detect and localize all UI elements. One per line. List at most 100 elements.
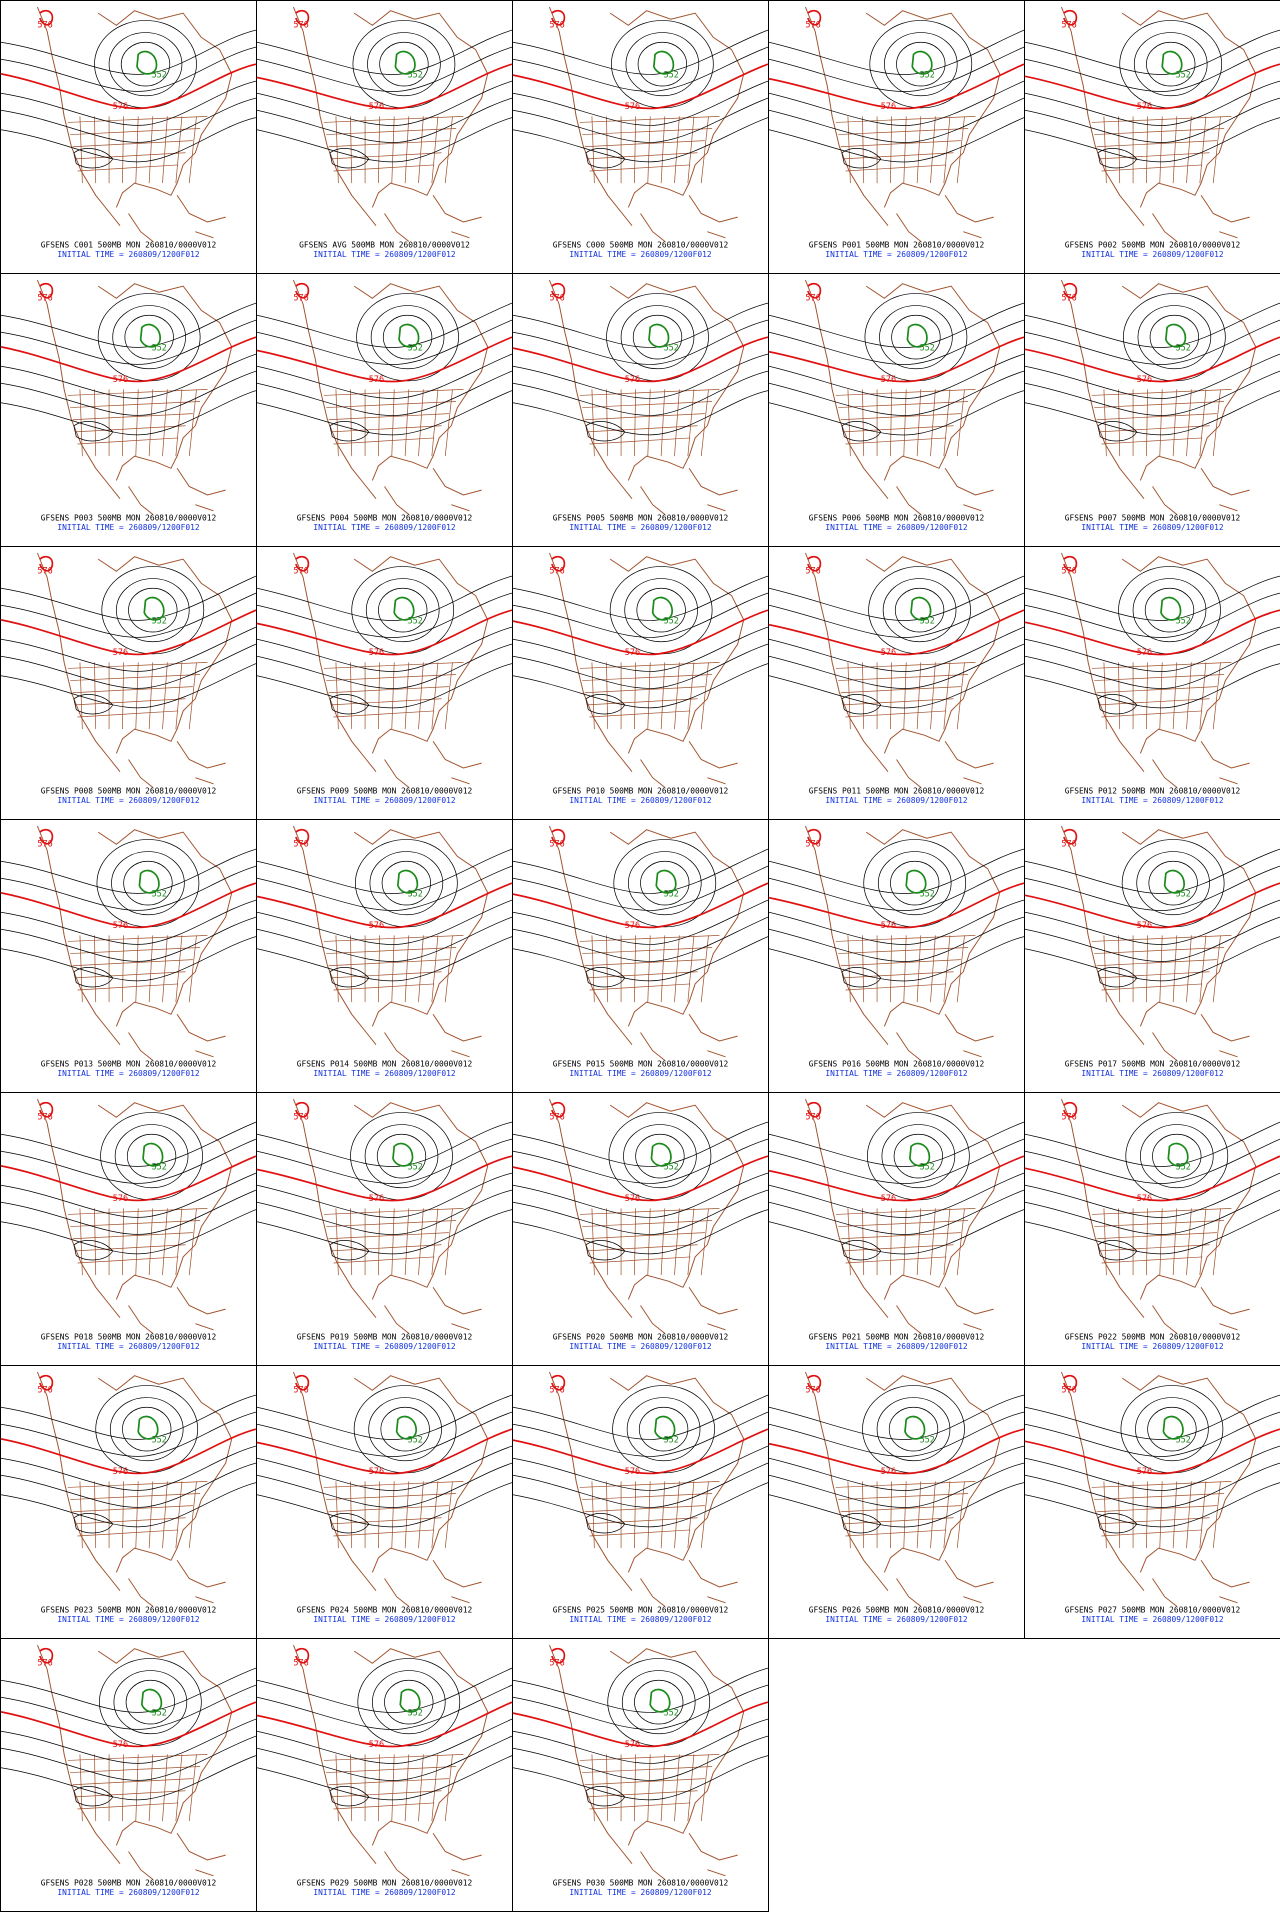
height-contour xyxy=(73,1513,114,1534)
height-contour xyxy=(513,848,768,894)
panel-title: GFSENS P002 500MB MON 260810/0000V012 xyxy=(1065,241,1241,250)
initial-time: INITIAL TIME = 260809/1200F012 xyxy=(569,796,711,805)
border-line xyxy=(843,425,954,433)
height-contour xyxy=(123,860,173,906)
contour-576 xyxy=(295,1374,310,1391)
coastline xyxy=(640,1560,738,1607)
border-line xyxy=(1159,662,1163,730)
border-line xyxy=(350,662,353,730)
coastline xyxy=(353,829,489,1027)
border-line xyxy=(606,1208,609,1276)
coastline xyxy=(804,552,889,772)
contour-label: 576 xyxy=(37,1659,52,1669)
border-line xyxy=(674,1481,680,1549)
border-line xyxy=(331,1790,442,1798)
border-line xyxy=(687,1481,695,1549)
border-line xyxy=(162,1754,168,1822)
contour-label: 576 xyxy=(881,921,896,931)
height-contour xyxy=(769,1138,1024,1184)
border-line xyxy=(67,115,208,123)
border-line xyxy=(1118,1208,1121,1276)
panel-title: GFSENS P003 500MB MON 260810/0000V012 xyxy=(41,514,217,523)
border-line xyxy=(903,1481,907,1549)
contour-label: 576 xyxy=(805,840,820,850)
coastline xyxy=(97,1102,233,1300)
contour-576 xyxy=(295,9,310,26)
border-line xyxy=(838,128,969,135)
border-line xyxy=(323,1753,464,1761)
contour-576 xyxy=(807,9,822,26)
height-contour xyxy=(354,839,458,928)
contour-552 xyxy=(652,50,675,75)
border-line xyxy=(606,935,609,1003)
height-contour xyxy=(126,1133,177,1179)
contour-label: 552 xyxy=(1176,1436,1191,1446)
initial-time: INITIAL TIME = 260809/1200F012 xyxy=(313,796,455,805)
contour-label: 552 xyxy=(408,1163,423,1173)
initial-time: INITIAL TIME = 260809/1200F012 xyxy=(825,1615,967,1624)
height-contour xyxy=(1122,293,1226,382)
height-contour xyxy=(1,916,256,962)
height-contour xyxy=(769,1462,1024,1508)
height-contour xyxy=(841,967,882,988)
border-line xyxy=(845,164,947,172)
border-line xyxy=(378,116,381,184)
height-contour xyxy=(1,80,256,126)
height-contour xyxy=(1025,370,1280,416)
border-line xyxy=(431,1481,439,1549)
border-line xyxy=(135,1754,139,1822)
initial-time: INITIAL TIME = 260809/1200F012 xyxy=(1081,1342,1223,1351)
border-line xyxy=(943,662,951,730)
contour-576 xyxy=(769,336,1024,383)
border-line xyxy=(700,935,709,1003)
height-contour xyxy=(382,314,433,360)
border-line xyxy=(956,116,965,184)
border-line xyxy=(135,116,139,184)
height-contour xyxy=(1,319,256,365)
border-line xyxy=(77,710,179,718)
border-line xyxy=(647,1208,651,1276)
height-contour xyxy=(1144,587,1195,633)
panel-title: GFSENS P023 500MB MON 260810/0000V012 xyxy=(41,1606,217,1615)
contour-552 xyxy=(137,1415,159,1440)
border-line xyxy=(431,1754,439,1822)
height-contour xyxy=(769,1445,1024,1491)
border-line xyxy=(956,935,965,1003)
border-line xyxy=(175,662,183,730)
initial-time: INITIAL TIME = 260809/1200F012 xyxy=(57,1342,199,1351)
height-contour xyxy=(1,390,256,436)
border-line xyxy=(660,935,666,1003)
height-contour xyxy=(585,1240,626,1261)
border-line xyxy=(148,389,154,457)
contour-label: 552 xyxy=(664,890,679,900)
border-line xyxy=(1172,116,1178,184)
map-panel: 552 576 576 GFSENS P025 500MB MON 260810… xyxy=(512,1365,769,1639)
border-line xyxy=(188,1754,197,1822)
border-line xyxy=(584,140,705,148)
map-panel: 552 576 576 GFSENS P023 500MB MON 260810… xyxy=(0,1365,257,1639)
border-line xyxy=(72,1232,193,1240)
border-line xyxy=(591,1481,595,1549)
contour-552 xyxy=(654,1415,676,1440)
height-contour xyxy=(585,1513,626,1534)
contour-label: 576 xyxy=(625,1467,640,1477)
height-contour xyxy=(881,1124,956,1189)
coastline xyxy=(1152,741,1250,788)
border-line xyxy=(1199,662,1207,730)
contour-label: 552 xyxy=(1176,1163,1191,1173)
border-line xyxy=(1159,935,1163,1003)
coastline xyxy=(640,468,738,515)
contour-552 xyxy=(1167,1142,1189,1167)
coastline xyxy=(36,279,121,499)
height-contour xyxy=(1025,899,1280,945)
border-line xyxy=(135,935,139,1003)
height-contour xyxy=(1149,314,1200,360)
height-contour xyxy=(894,587,945,633)
border-line xyxy=(79,116,83,184)
contour-label: 552 xyxy=(152,1709,167,1719)
height-contour xyxy=(73,421,114,442)
border-line xyxy=(331,1244,442,1252)
border-line xyxy=(835,115,976,123)
contour-576 xyxy=(39,1101,54,1118)
coastline xyxy=(353,283,489,481)
